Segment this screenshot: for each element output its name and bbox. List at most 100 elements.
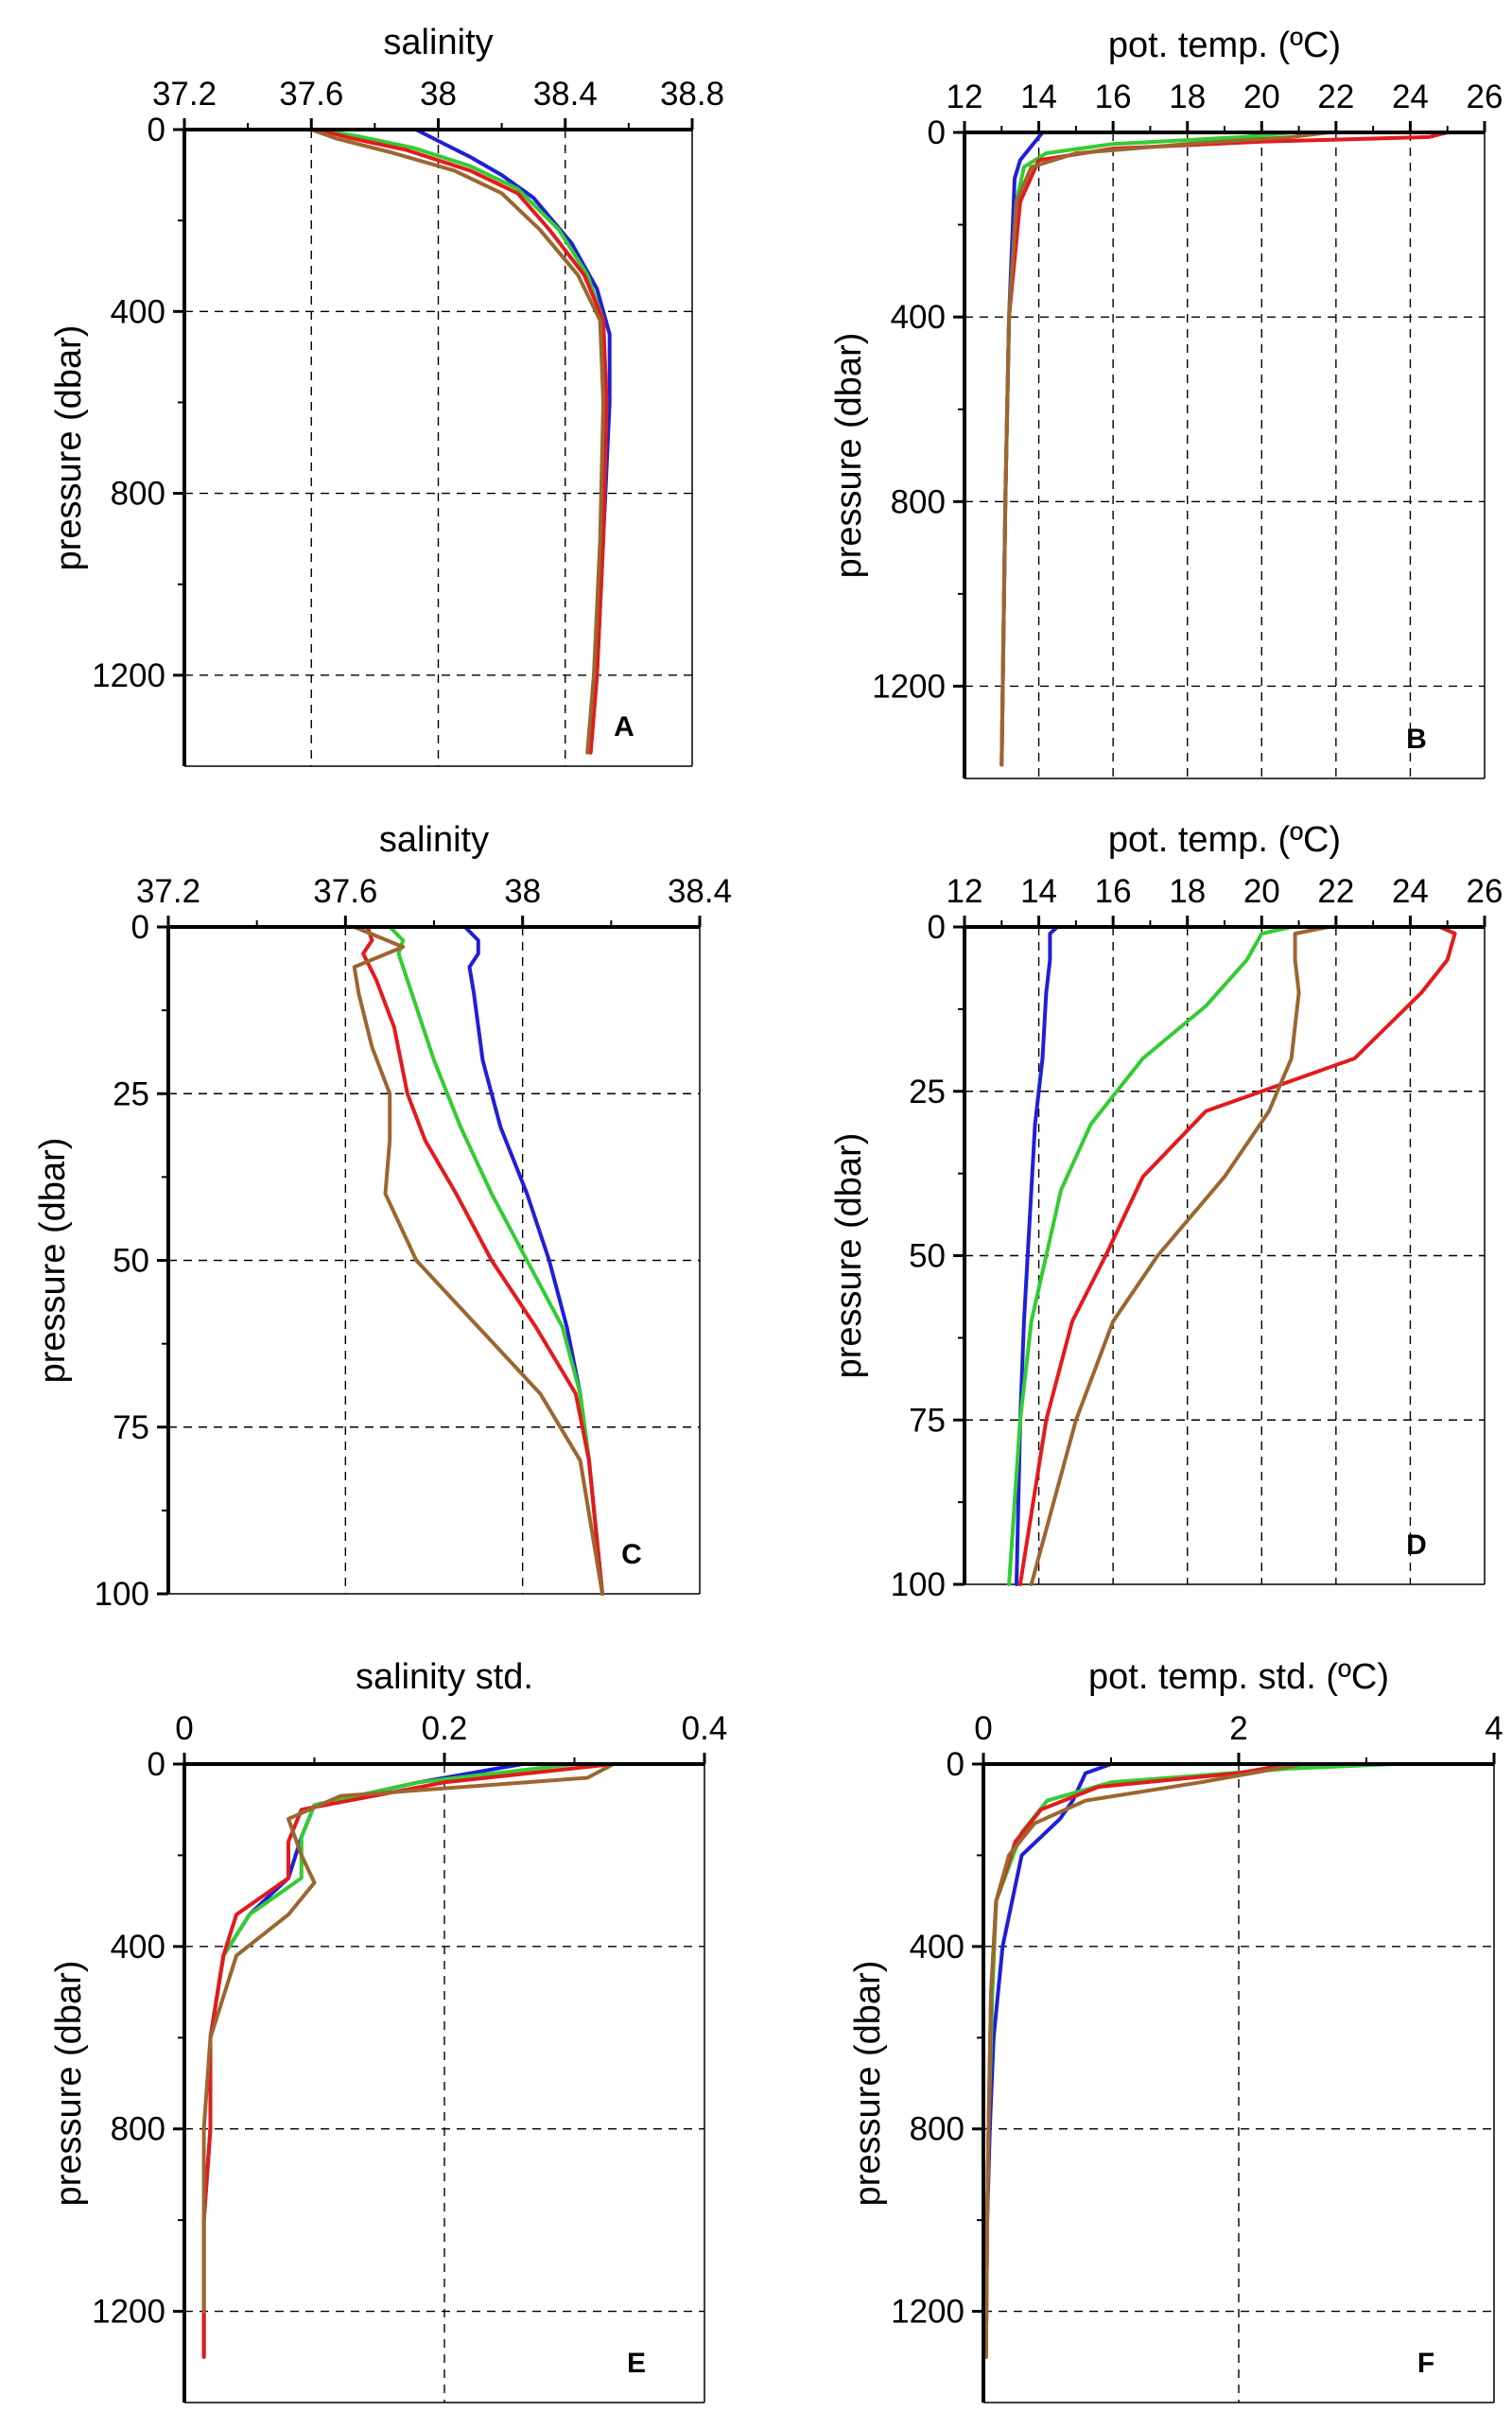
x-axis-title: salinity	[383, 23, 493, 62]
panel-label: D	[1406, 1529, 1427, 1561]
x-tick-label: 14	[1020, 79, 1057, 115]
series-line-red	[983, 1762, 1292, 2359]
y-tick-label: 1200	[891, 2294, 965, 2331]
y-tick-label: 100	[891, 1566, 946, 1603]
y-tick-label: 100	[95, 1576, 149, 1613]
x-axis-title: pot. temp. std. (ºC)	[1088, 1657, 1389, 1697]
series-line-red	[1017, 925, 1457, 1586]
panel-E: 0 0.2 0.4 0 400 800 1200 salinity std. pressure …	[49, 1657, 727, 2403]
y-tick-label: 0	[928, 909, 946, 946]
series-line-green	[1007, 925, 1294, 1586]
y-axis-title: pressure (dbar)	[829, 333, 869, 579]
y-axis-title: pressure (dbar)	[49, 325, 89, 571]
y-tick-label: 400	[111, 1929, 165, 1966]
y-tick-label: 0	[148, 1746, 165, 1783]
series-line-blue	[414, 128, 612, 755]
x-tick-label: 0	[175, 1710, 193, 1747]
y-axis-title: pressure (dbar)	[829, 1133, 869, 1379]
x-tick-label: 4	[1485, 1710, 1503, 1747]
panel-C: 37.2 37.6 38 38.4 0 25 50 75 100 salinity pressure…	[33, 820, 732, 1613]
x-tick-label: 26	[1467, 873, 1503, 910]
y-tick-label: 800	[111, 476, 165, 513]
panel-label: F	[1417, 2348, 1434, 2379]
series-line-brown	[983, 1762, 1305, 2359]
x-tick-label: 20	[1243, 79, 1280, 115]
panel-label: E	[627, 2348, 646, 2379]
x-tick-label: 18	[1169, 873, 1206, 910]
y-tick-label: 400	[111, 293, 165, 330]
y-tick-label: 400	[891, 299, 946, 336]
y-tick-label: 1200	[92, 2294, 165, 2331]
x-tick-label: 12	[947, 79, 983, 115]
x-tick-label: 37.6	[313, 873, 377, 910]
series-line-red	[361, 925, 604, 1596]
panel-label: A	[614, 711, 634, 743]
y-tick-label: 400	[910, 1929, 965, 1966]
y-tick-label: 75	[909, 1402, 946, 1439]
x-tick-label: 38	[504, 873, 541, 910]
x-tick-label: 22	[1317, 873, 1354, 910]
y-axis-title: pressure (dbar)	[848, 1961, 888, 2207]
panel-B: 12 14 16 18 20 22 24 26 0 400 800 1200 pot. temp. (º…	[829, 26, 1503, 779]
series-line-brown	[1029, 925, 1330, 1586]
series-line-blue	[1015, 925, 1060, 1586]
series-line-red	[316, 128, 609, 755]
x-tick-label: 24	[1392, 79, 1429, 115]
series-line-brown	[999, 131, 1330, 767]
panel-D: 12 14 16 18 20 22 24 26 0 25 50 75 100 pot. temp. (ºC…	[829, 820, 1503, 1603]
x-tick-label: 0	[974, 1710, 992, 1747]
y-tick-label: 25	[113, 1075, 149, 1112]
y-tick-label: 75	[113, 1409, 149, 1446]
x-tick-label: 37.2	[152, 76, 217, 113]
panel-F: 0 2 4 0 400 800 1200 pot. temp. std. (ºC) pressu…	[848, 1657, 1503, 2403]
x-tick-label: 20	[1243, 873, 1280, 910]
x-axis-title: pot. temp. (ºC)	[1108, 26, 1341, 65]
x-tick-label: 38.4	[533, 76, 598, 113]
x-tick-label: 2	[1229, 1710, 1247, 1747]
y-axis-title: pressure (dbar)	[49, 1961, 89, 2207]
x-tick-label: 0.2	[422, 1710, 468, 1747]
panel-label: C	[621, 1539, 642, 1570]
series-line-red	[999, 131, 1450, 767]
y-tick-label: 1200	[872, 668, 946, 705]
series-line-green	[388, 925, 604, 1596]
series-line-blue	[201, 1762, 525, 2359]
y-tick-label: 0	[131, 909, 149, 946]
series-line-brown	[352, 925, 604, 1596]
y-tick-label: 50	[909, 1238, 946, 1275]
x-tick-label: 37.6	[279, 76, 343, 113]
x-tick-label: 14	[1020, 873, 1057, 910]
x-tick-label: 22	[1317, 79, 1354, 115]
y-tick-label: 0	[947, 1746, 965, 1783]
y-tick-label: 1200	[92, 657, 165, 694]
panel-A: 37.2 37.6 38 38.4 38.8 0 400 800 1200 salinity pre…	[49, 23, 724, 767]
x-tick-label: 37.2	[136, 873, 200, 910]
x-tick-label: 16	[1095, 873, 1132, 910]
x-tick-label: 24	[1392, 873, 1429, 910]
y-tick-label: 0	[148, 112, 165, 149]
series-line-green	[999, 131, 1294, 767]
series-line-brown	[309, 128, 605, 755]
y-tick-label: 50	[113, 1243, 149, 1280]
x-tick-label: 0.4	[682, 1710, 728, 1747]
x-tick-label: 38.8	[660, 76, 724, 113]
panel-label: B	[1406, 724, 1427, 755]
x-axis-title: salinity std.	[356, 1657, 533, 1697]
x-tick-label: 16	[1095, 79, 1132, 115]
series-line-green	[201, 1762, 577, 2359]
x-axis-title: pot. temp. (ºC)	[1108, 820, 1341, 860]
x-tick-label: 38	[420, 76, 457, 113]
series-line-blue	[983, 1762, 1113, 2359]
x-tick-label: 26	[1467, 79, 1503, 115]
series-line-red	[201, 1762, 616, 2359]
x-tick-label: 12	[947, 873, 983, 910]
y-tick-label: 800	[891, 483, 946, 520]
series-line-brown	[201, 1762, 616, 2314]
y-tick-label: 0	[928, 114, 946, 151]
y-axis-title: pressure (dbar)	[33, 1138, 73, 1384]
y-tick-label: 800	[910, 2111, 965, 2148]
series-line-green	[316, 128, 609, 755]
x-tick-label: 18	[1169, 79, 1206, 115]
x-tick-label: 38.4	[668, 873, 732, 910]
y-tick-label: 800	[111, 2111, 165, 2148]
